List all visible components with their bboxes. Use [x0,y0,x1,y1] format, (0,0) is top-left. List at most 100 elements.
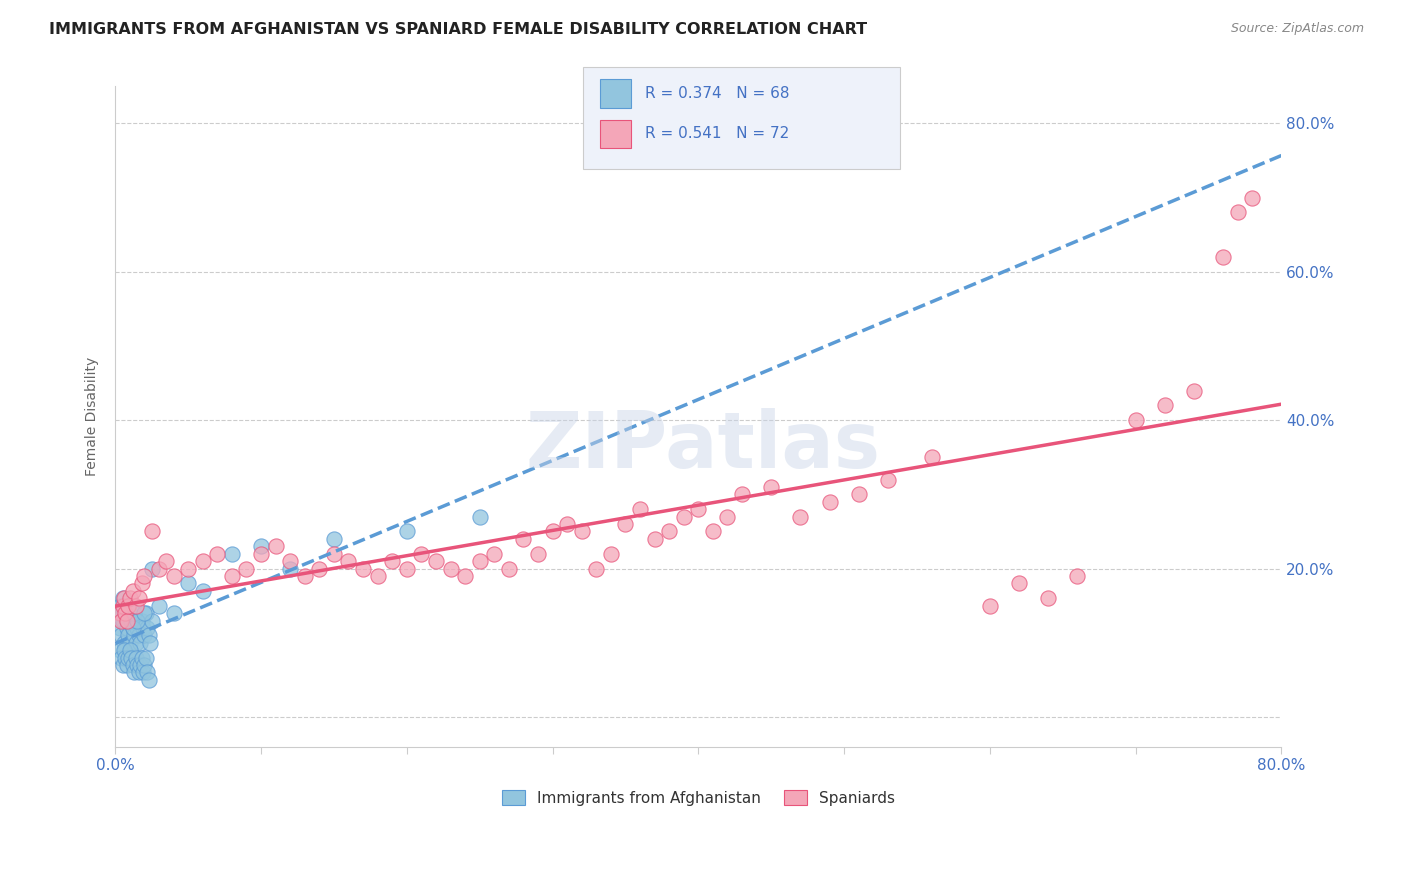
Point [117,650,139,665]
Point [131,650,153,665]
Point [134,628,156,642]
Point [110,606,132,620]
Point [1182,384,1205,398]
Point [141,614,163,628]
Point [125,636,148,650]
Point [688,502,710,516]
Point [136,621,159,635]
Point [135,606,157,620]
Text: IMMIGRANTS FROM AFGHANISTAN VS SPANIARD FEMALE DISABILITY CORRELATION CHART: IMMIGRANTS FROM AFGHANISTAN VS SPANIARD … [49,22,868,37]
Point [118,591,141,606]
Point [141,561,163,575]
Point [108,606,131,620]
Point [118,643,141,657]
Point [411,547,433,561]
Point [138,673,160,687]
Point [818,495,841,509]
Point [131,576,153,591]
Point [128,628,150,642]
Point [136,665,159,680]
Point [129,658,152,673]
Point [112,599,135,613]
Point [111,614,134,628]
Point [235,561,257,575]
Point [367,569,389,583]
Point [585,561,607,575]
Point [614,517,637,532]
Point [148,599,170,613]
Point [155,554,177,568]
Point [115,614,138,628]
Point [115,658,138,673]
Point [125,599,148,613]
Point [294,569,316,583]
Point [789,509,811,524]
Point [122,665,145,680]
Text: R = 0.541   N = 72: R = 0.541 N = 72 [645,127,790,141]
Point [121,658,143,673]
Point [644,532,666,546]
Point [110,650,132,665]
Point [658,524,681,539]
Point [264,539,287,553]
Point [141,524,163,539]
Point [111,599,134,613]
Point [134,658,156,673]
Point [110,628,132,642]
Point [121,583,143,598]
Point [131,614,153,628]
Point [121,621,143,635]
Point [108,643,131,657]
Point [118,636,141,650]
Point [921,450,943,465]
Point [876,473,898,487]
Point [110,614,132,628]
Point [114,606,136,620]
Point [112,643,135,657]
Point [555,517,578,532]
Point [278,561,301,575]
Point [337,554,360,568]
Legend: Immigrants from Afghanistan, Spaniards: Immigrants from Afghanistan, Spaniards [496,783,901,812]
Point [108,621,131,635]
Point [221,547,243,561]
Point [1212,250,1234,264]
Point [425,554,447,568]
Point [308,561,330,575]
Point [139,636,162,650]
Point [138,628,160,642]
Point [117,599,139,613]
Point [112,591,135,606]
Point [439,561,461,575]
Point [468,509,491,524]
Point [1038,591,1060,606]
Point [122,628,145,642]
Point [111,658,134,673]
Point [571,524,593,539]
Point [121,621,143,635]
Point [512,532,534,546]
Point [599,547,621,561]
Point [127,658,149,673]
Point [191,554,214,568]
Point [250,547,273,561]
Point [278,554,301,568]
Point [716,509,738,524]
Point [128,591,150,606]
Point [120,614,142,628]
Point [454,569,477,583]
Point [1153,398,1175,412]
Point [115,621,138,635]
Point [628,502,651,516]
Point [148,561,170,575]
Point [127,614,149,628]
Text: ZIPatlas: ZIPatlas [526,408,880,484]
Point [134,606,156,620]
Point [322,547,344,561]
Point [177,576,200,591]
Point [1125,413,1147,427]
Point [129,636,152,650]
Y-axis label: Female Disability: Female Disability [86,357,100,476]
Text: R = 0.374   N = 68: R = 0.374 N = 68 [645,87,790,101]
Point [541,524,564,539]
